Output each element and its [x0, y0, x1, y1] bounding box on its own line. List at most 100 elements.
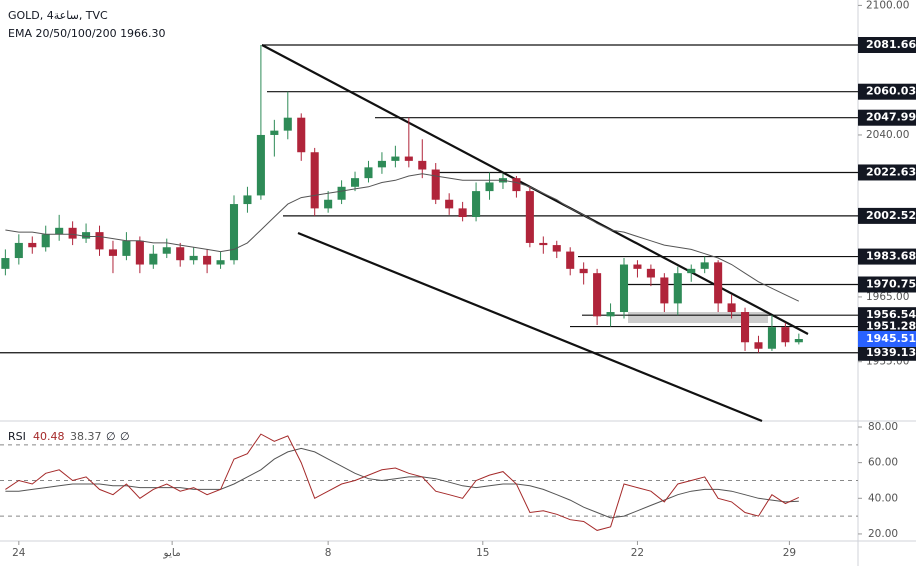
last-price-box [858, 331, 916, 348]
candle-body [297, 117, 306, 153]
x-tick-label: مايو [163, 547, 181, 559]
candle-body [337, 186, 346, 200]
candle-body [660, 277, 669, 304]
candle-body [512, 178, 521, 192]
candle-body [176, 247, 185, 261]
rsi-line [5, 433, 800, 531]
candle-body [445, 199, 454, 209]
level-label-box [858, 109, 916, 126]
rsi-value: 40.48 [33, 430, 65, 443]
candle-body [633, 264, 642, 269]
y-tick-label: 2040.00 [866, 129, 909, 141]
candle-body [122, 240, 131, 256]
level-label-box [858, 318, 916, 335]
candle-body [539, 242, 548, 246]
trend-line-lower [297, 231, 763, 423]
candle-body [781, 327, 790, 343]
y-tick-label: 1965.00 [866, 291, 909, 303]
rsi-y-tick-label: 40.00 [868, 492, 898, 504]
rsi-y-tick-label: 80.00 [868, 421, 898, 433]
range-box [628, 312, 768, 323]
candle-body [41, 234, 50, 248]
candle-body [203, 255, 212, 265]
candle-body [579, 268, 588, 274]
x-tick-label: 22 [631, 547, 644, 559]
rsi-y-tick-label: 20.00 [868, 528, 898, 540]
candle-body [418, 160, 427, 170]
candle-body [673, 273, 682, 304]
symbol-label: GOLD, 4ساعة, TVC [8, 9, 108, 22]
candle-body [229, 204, 239, 261]
level-label: 2002.52 [866, 209, 916, 222]
level-label: 2047.99 [866, 111, 916, 124]
candle-body [485, 182, 494, 192]
level-label: 2022.63 [866, 165, 916, 178]
candle-body [525, 191, 534, 243]
candle-body [256, 134, 265, 196]
candle-body [55, 227, 64, 235]
rsi-na: ∅ [106, 430, 116, 443]
candle-body [1, 258, 10, 269]
level-label-box [858, 344, 916, 361]
candle-body [324, 199, 333, 209]
x-tick-label: 24 [12, 547, 26, 559]
candle-body [431, 169, 440, 200]
level-label: 1983.68 [866, 250, 916, 263]
candle-body [619, 264, 629, 313]
candle-body [68, 227, 77, 239]
candle-body [646, 268, 655, 278]
candle-body [687, 268, 696, 274]
last-price-label: 1945.51 [866, 332, 916, 345]
candle-body [552, 245, 561, 252]
level-label-box [858, 164, 916, 181]
candle-body [767, 327, 776, 349]
candle-body [700, 262, 709, 269]
candle-body [377, 160, 386, 168]
candle-body [391, 156, 400, 161]
level-label: 2081.66 [866, 38, 916, 51]
candle-body [794, 339, 803, 343]
rsi-label: RSI [8, 430, 26, 443]
candle-body [243, 195, 252, 205]
candle-body [189, 255, 198, 261]
candle-body [566, 251, 575, 269]
level-label: 1956.54 [866, 308, 916, 321]
level-label-box [858, 83, 916, 100]
candle-body [458, 208, 467, 218]
candle-body [149, 253, 158, 265]
x-tick-label: 15 [476, 547, 489, 559]
candle-body [108, 249, 117, 256]
candle-body [135, 240, 144, 265]
candle-body [162, 247, 171, 254]
x-tick-label: 8 [325, 547, 332, 559]
candle-body [472, 191, 481, 218]
rsi-y-tick-label: 60.00 [868, 457, 898, 469]
level-label: 1951.28 [866, 320, 916, 333]
x-tick-label: 29 [783, 547, 796, 559]
candle-body [714, 262, 723, 304]
ema-line [5, 173, 800, 302]
candle-body [404, 156, 413, 161]
candle-body [270, 130, 279, 135]
rsi-na: ∅ [120, 430, 130, 443]
ema-legend: EMA 20/50/100/200 1966.30 [8, 27, 166, 40]
candle-body [82, 232, 91, 239]
level-label-box [858, 207, 916, 224]
rsi-legend: RSI 40.48 38.37 ∅ ∅ [8, 430, 130, 443]
candle-body [741, 312, 750, 343]
candle-body [351, 178, 360, 187]
level-label-box [858, 37, 916, 54]
level-label-box [858, 276, 916, 293]
level-label-box [858, 248, 916, 265]
candle-body [754, 342, 763, 349]
candle-body [95, 232, 104, 250]
level-label: 2060.03 [866, 85, 916, 98]
rsi-ma-value: 38.37 [70, 430, 102, 443]
y-tick-label: 2100.00 [866, 0, 909, 11]
candle-body [283, 117, 292, 131]
candle-body [593, 273, 602, 317]
candle-body [727, 303, 736, 313]
candle-body [606, 312, 615, 317]
